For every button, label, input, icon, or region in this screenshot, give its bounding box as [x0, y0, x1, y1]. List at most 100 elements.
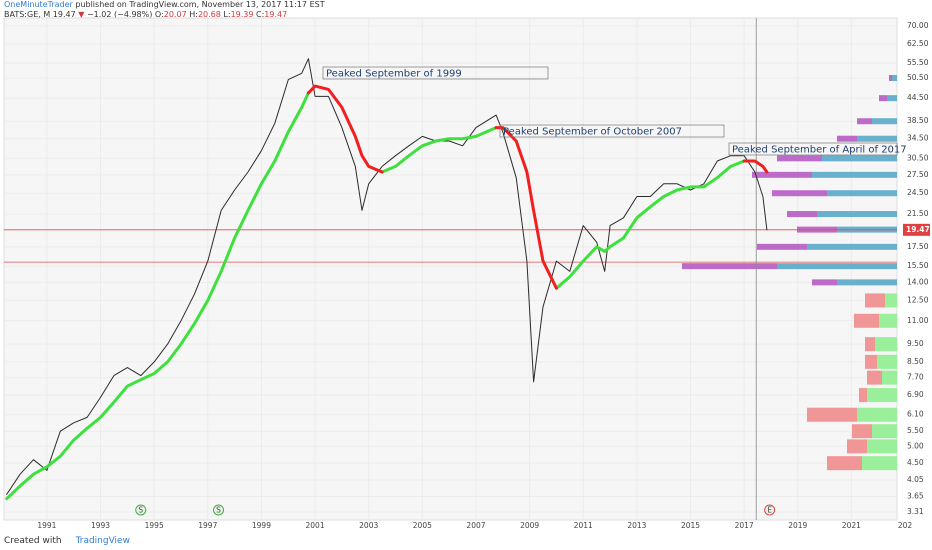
profile-up: [875, 337, 897, 352]
profile-up: [837, 279, 897, 286]
created: Created with: [4, 536, 62, 546]
y-tick-label: 34.50: [907, 134, 929, 143]
profile-down: [812, 279, 837, 286]
profile-down: [777, 155, 822, 162]
y-tick-label: 7.70: [907, 373, 924, 382]
o-label: O:: [154, 10, 164, 19]
y-tick-label: 12.50: [907, 295, 929, 304]
y-tick-label: 4.05: [907, 475, 924, 484]
header-line: OneMinuteTrader published on TradingView…: [4, 0, 325, 10]
y-tick-label: 21.50: [907, 209, 929, 218]
price-tag: [903, 223, 930, 236]
y-tick-label: 50.50: [907, 73, 929, 82]
change: −1.02 (−4.98%): [86, 10, 153, 19]
marker-label: S: [138, 506, 143, 515]
y-tick-label: 14.00: [907, 277, 929, 286]
x-tick-label: 2015: [681, 521, 700, 530]
brand[interactable]: TradingView: [75, 536, 130, 546]
x-tick-label: 1999: [252, 521, 271, 530]
published: published on TradingView.com, November 1…: [75, 0, 325, 9]
price: 19.47: [52, 10, 76, 19]
profile-up: [887, 95, 897, 102]
annotation: Peaked September of April of 2017: [732, 145, 907, 156]
footer: Created with TradingView: [4, 536, 130, 546]
x-tick-label: 2001: [306, 521, 325, 530]
y-tick-label: 5.00: [907, 441, 924, 450]
profile-up: [892, 75, 897, 82]
profile-up: [877, 354, 897, 369]
profile-down: [867, 370, 882, 385]
y-tick-label: 6.90: [907, 390, 924, 399]
profile-up: [867, 439, 897, 454]
marker-label: E: [767, 506, 772, 515]
y-tick-label: 70.00: [907, 21, 929, 30]
annotation: Peaked September of 1999: [326, 69, 462, 80]
marker-label: S: [216, 506, 221, 515]
profile-up: [882, 370, 897, 385]
x-tick-label: 2011: [574, 521, 593, 530]
x-tick-label: 2003: [359, 521, 378, 530]
profile-down: [879, 95, 887, 102]
profile-up: [817, 211, 897, 218]
profile-down: [854, 313, 879, 328]
l-label: L:: [223, 10, 231, 19]
profile-down: [865, 293, 885, 308]
header: OneMinuteTrader published on TradingView…: [4, 0, 325, 20]
author[interactable]: OneMinuteTrader: [4, 0, 73, 9]
x-tick-label: 2021: [842, 521, 861, 530]
profile-down: [889, 75, 892, 82]
y-tick-label: 4.50: [907, 458, 924, 467]
x-tick-label: 2007: [466, 521, 485, 530]
y-tick-label: 3.65: [907, 492, 924, 501]
marker: [764, 504, 776, 516]
annotation-box: [499, 124, 725, 138]
profile-down: [752, 171, 812, 178]
y-tick-label: 5.50: [907, 426, 924, 435]
x-tick-label: 1995: [145, 521, 164, 530]
y-tick-label: 38.50: [907, 116, 929, 125]
y-tick-label: 27.50: [907, 170, 929, 179]
y-tick-label: 15.50: [907, 261, 929, 270]
arrow: ▼: [78, 10, 85, 19]
profile-down: [852, 424, 872, 439]
marker: [135, 504, 147, 516]
x-tick-label: 2009: [520, 521, 539, 530]
profile-up: [872, 118, 897, 125]
annotation: Peaked September of October 2007: [503, 127, 682, 138]
profile-up: [862, 456, 897, 471]
profile-up: [777, 263, 897, 270]
y-tick-label: 62.50: [907, 39, 929, 48]
profile-down: [847, 439, 867, 454]
profile-up: [872, 424, 897, 439]
chart: 3.31 3.65 4.05 4.50 5.00 5.50 6.10 6.90 7.70 8.50…: [3, 17, 930, 530]
h: 20.68: [197, 10, 221, 19]
y-tick-label: 6.10: [907, 410, 924, 419]
profile-up: [857, 135, 897, 142]
annotation-box: [322, 66, 549, 80]
profile-down: [787, 211, 817, 218]
profile-down: [865, 354, 877, 369]
x-tick-label: 1991: [37, 521, 56, 530]
y-tick-label: 24.50: [907, 188, 929, 197]
y-tick-label: 3.31: [907, 507, 924, 516]
l: 19.39: [230, 10, 254, 19]
y-tick-label: 11.00: [907, 316, 929, 325]
x-tick-label: 2019: [788, 521, 807, 530]
y-tick-label: 9.50: [907, 339, 924, 348]
profile-down: [865, 337, 875, 352]
symbol: BATS:GE, M: [4, 10, 51, 19]
profile-down: [859, 388, 867, 403]
series-line: [6, 58, 768, 495]
x-tick-label: 1993: [91, 521, 110, 530]
o: 20.07: [163, 10, 187, 19]
profile-up: [879, 313, 897, 328]
x-tick-label: 2013: [627, 521, 646, 530]
x-tick-label: 2017: [735, 521, 754, 530]
x-tick-label: 1997: [198, 521, 217, 530]
profile-up: [827, 190, 897, 197]
profile-down: [827, 456, 862, 471]
profile-down: [682, 263, 777, 270]
profile-up: [812, 171, 897, 178]
profile-down: [772, 190, 827, 197]
profile-up: [867, 388, 897, 403]
